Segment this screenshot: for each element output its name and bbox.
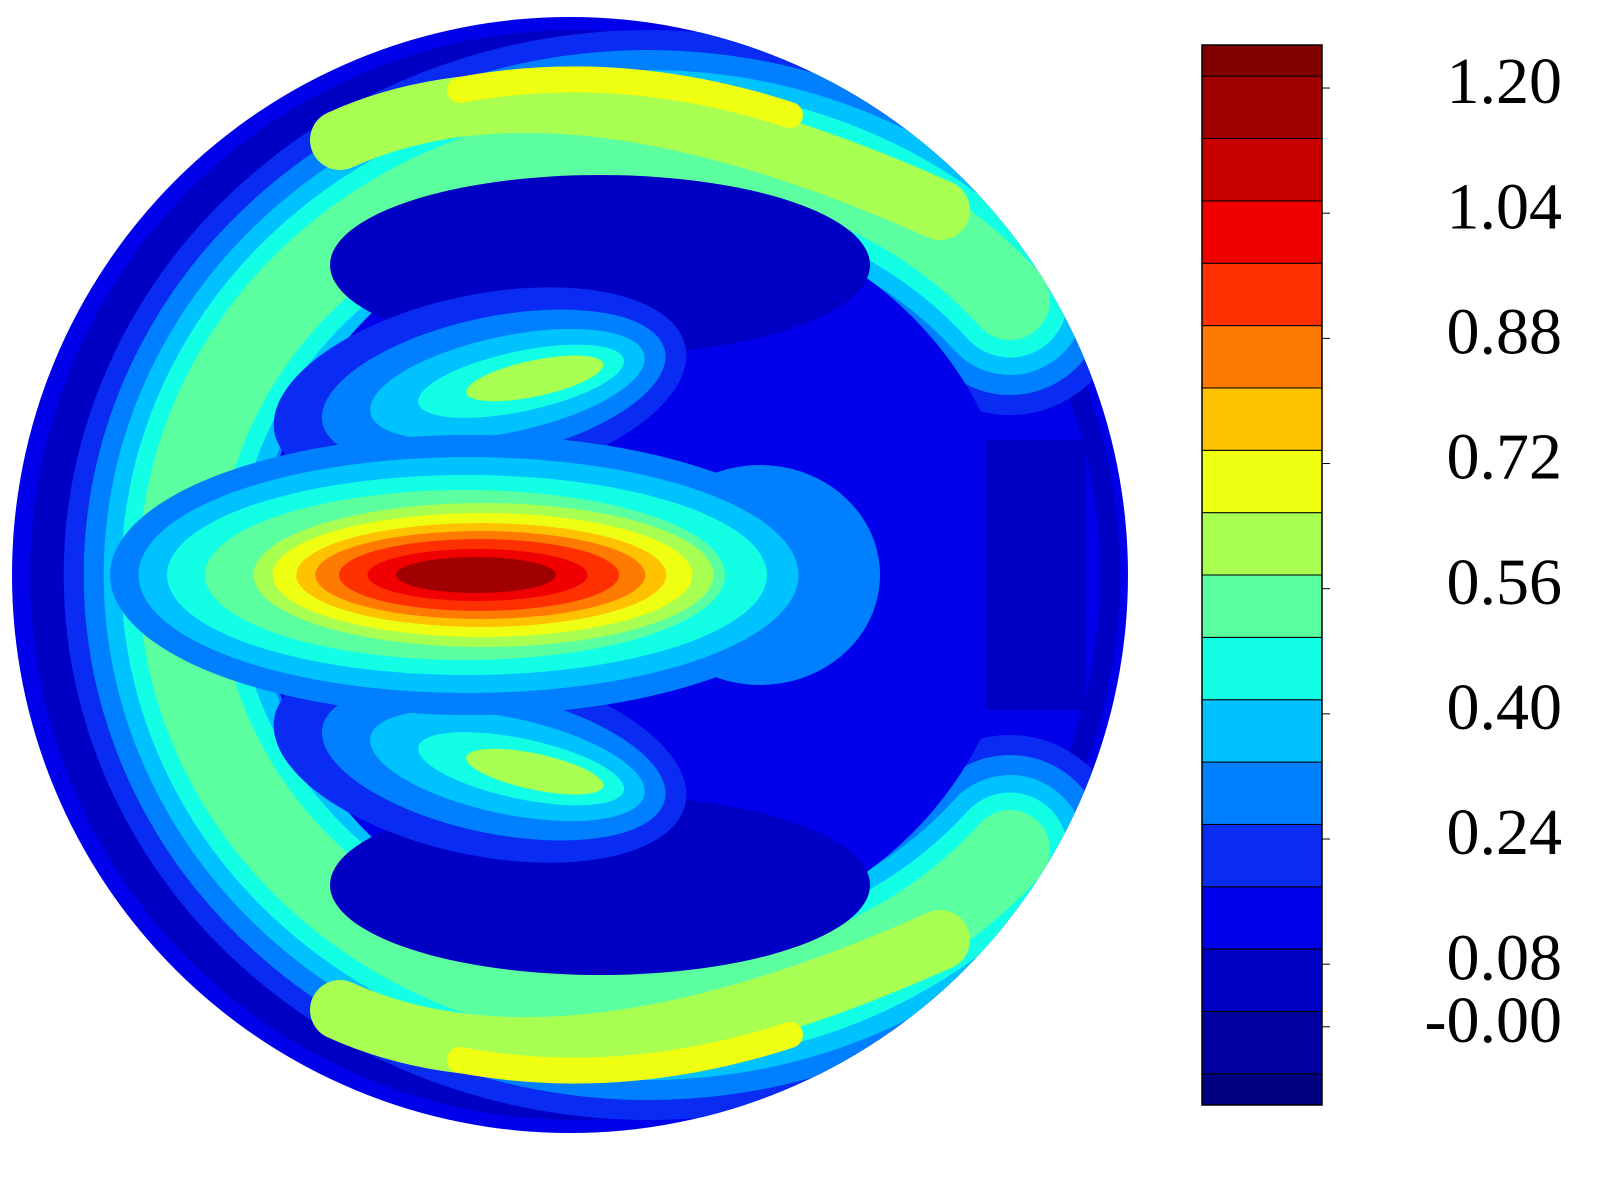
contour-band (447, 66, 803, 128)
colorbar-band (1201, 75, 1323, 140)
colorbar-tick-label: 0.72 (1447, 421, 1563, 494)
colorbar-band (1201, 387, 1323, 451)
colorbar-tick-label: 1.04 (1447, 170, 1563, 243)
contour-band (447, 1022, 803, 1084)
colorbar-tick-label: 0.08 (1447, 921, 1563, 994)
contour-region (466, 355, 604, 402)
colorbar-band (1201, 886, 1323, 950)
colorbar-band (1201, 200, 1323, 264)
colorbar-band (1201, 325, 1323, 389)
colorbar-band (1201, 636, 1323, 701)
colorbar-band (1201, 574, 1323, 638)
colorbar-band (1201, 449, 1323, 514)
colorbar-band (1201, 761, 1323, 825)
contour-region (466, 748, 604, 795)
colorbar-band (1201, 1073, 1323, 1106)
colorbar-band (1201, 138, 1323, 202)
colorbar-band (1201, 1010, 1323, 1075)
colorbar-tick-label: -0.00 (1425, 984, 1562, 1057)
contour-band (310, 910, 970, 1077)
colorbar-tick-label: 0.56 (1447, 546, 1563, 619)
contour-region (985, 440, 1085, 710)
contour-band (310, 73, 970, 240)
colorbar-band (1201, 262, 1323, 327)
colorbar-band (1201, 823, 1323, 888)
colorbar-tick-label: 0.40 (1447, 671, 1563, 744)
colorbar-tick-label: 0.88 (1447, 295, 1563, 368)
colorbar-band (1201, 512, 1323, 576)
colorbar-tick-label: 1.20 (1447, 45, 1563, 118)
contour-field (12, 17, 1128, 1133)
colorbar-band (1201, 44, 1323, 77)
contour-region (396, 557, 556, 593)
colorbar-band (1201, 948, 1323, 1012)
colorbar-frame (1201, 44, 1323, 1106)
colorbar-tick-label: 0.24 (1447, 796, 1563, 869)
colorbar-band (1201, 699, 1323, 763)
colorbar: 1.20 1.04 0.88 0.72 0.56 0.40 0.24 0.08-0.00 (1201, 44, 1563, 1106)
